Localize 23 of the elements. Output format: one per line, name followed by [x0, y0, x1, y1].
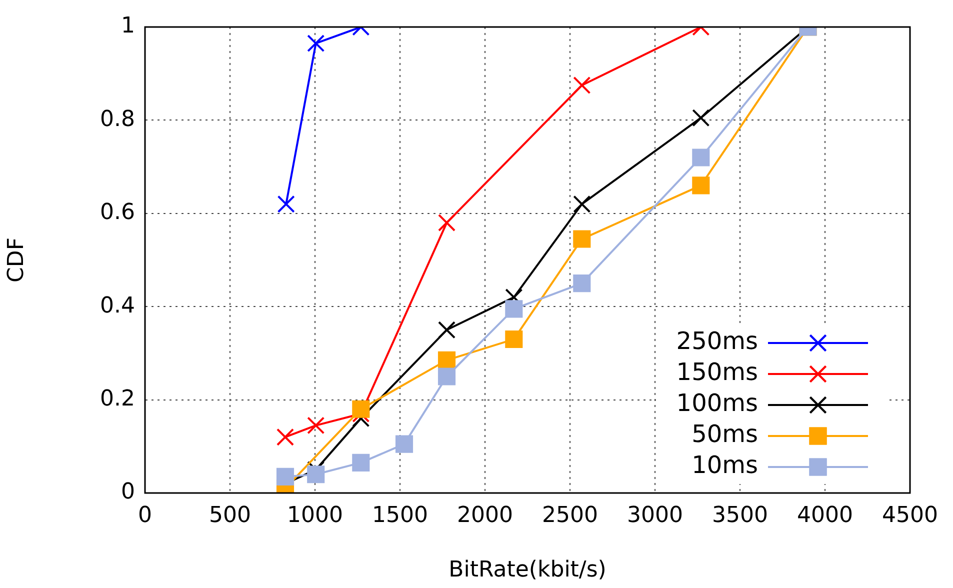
x-tick-label: 3000 — [627, 502, 683, 528]
x-tick-label: 2500 — [542, 502, 598, 528]
x-tick-label: 2000 — [457, 502, 513, 528]
legend-label: 10ms — [692, 451, 758, 480]
y-tick-label: 1 — [121, 14, 135, 39]
y-tick-label: 0.4 — [100, 293, 135, 318]
x-tick-label: 4500 — [882, 502, 938, 528]
y-tick-label: 0.2 — [100, 386, 135, 412]
x-tick-label: 500 — [209, 502, 251, 528]
legend-label: 100ms — [676, 389, 758, 418]
y-tick-label: 0.8 — [100, 106, 135, 132]
y-axis-title: CDF — [4, 238, 29, 282]
x-tick-label: 3500 — [712, 502, 768, 528]
legend-label: 250ms — [676, 327, 758, 356]
legend-label: 50ms — [692, 420, 758, 448]
y-tick-label: 0.6 — [100, 200, 135, 226]
x-tick-label: 1000 — [287, 502, 343, 528]
x-tick-label: 0 — [138, 502, 152, 528]
x-axis-title: BitRate(kbit/s) — [448, 558, 606, 583]
x-tick-label: 4000 — [797, 502, 853, 528]
y-tick-label: 0 — [121, 480, 135, 505]
x-tick-label: 1500 — [372, 502, 428, 528]
legend-label: 150ms — [676, 358, 758, 386]
